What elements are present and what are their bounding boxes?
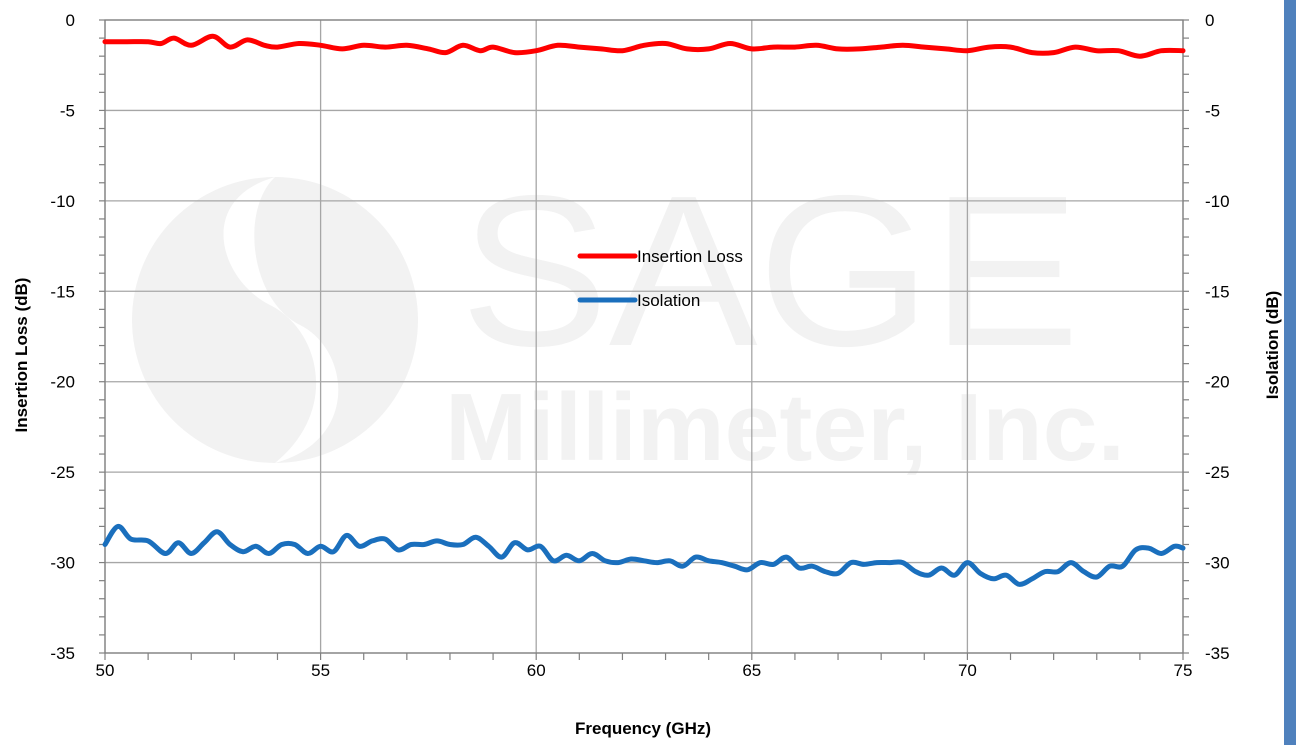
plot-border xyxy=(104,19,1184,654)
x-tick-label: 65 xyxy=(742,661,761,680)
y-tick-label-right: -15 xyxy=(1205,282,1230,301)
y-tick-label-right: 0 xyxy=(1205,11,1214,30)
y-tick-label-left: -20 xyxy=(50,373,75,392)
tick-labels: 50 55 60 65 70 75 0 0 -5 -5 -10 -10 -15 -15 -20 -20 -25 -… xyxy=(50,11,1229,680)
y-tick-label-right: -25 xyxy=(1205,463,1230,482)
watermark-subtitle: Millimeter, Inc. xyxy=(445,374,1125,481)
gridlines xyxy=(104,19,1184,654)
x-tick-label: 60 xyxy=(527,661,546,680)
axes xyxy=(104,19,1184,654)
y-tick-label-left: -25 xyxy=(50,463,75,482)
y-axis-title-left: Insertion Loss (dB) xyxy=(12,278,31,433)
y-tick-label-left: 0 xyxy=(66,11,75,30)
y-tick-label-left: -30 xyxy=(50,554,75,573)
y-tick-label-left: -15 xyxy=(50,282,75,301)
watermark-title: SAGE xyxy=(460,150,1080,391)
x-tick-label: 55 xyxy=(311,661,330,680)
legend-label-insertion-loss: Insertion Loss xyxy=(637,247,743,266)
series-line-isolation xyxy=(102,523,1186,587)
y-tick-label-right: -10 xyxy=(1205,192,1230,211)
y-tick-label-right: -30 xyxy=(1205,554,1230,573)
y-tick-label-left: -5 xyxy=(60,101,75,120)
tick-marks xyxy=(99,19,1189,660)
watermark: SAGE Millimeter, Inc. xyxy=(132,150,1125,481)
y-tick-label-left: -35 xyxy=(50,644,75,663)
x-tick-label: 75 xyxy=(1174,661,1193,680)
x-tick-label: 50 xyxy=(96,661,115,680)
series-line-insertion-loss xyxy=(102,33,1186,59)
x-axis-title: Frequency (GHz) xyxy=(575,719,711,738)
y-tick-label-right: -5 xyxy=(1205,101,1220,120)
y-tick-label-left: -10 xyxy=(50,192,75,211)
series-layer xyxy=(102,33,1186,587)
watermark-logo-icon xyxy=(132,177,418,463)
sidebar-accent-strip xyxy=(1284,0,1296,745)
y-axis-title-right: Isolation (dB) xyxy=(1263,291,1282,400)
y-tick-label-right: -20 xyxy=(1205,373,1230,392)
legend: Insertion Loss Isolation xyxy=(577,247,743,310)
x-tick-label: 70 xyxy=(958,661,977,680)
legend-label-isolation: Isolation xyxy=(637,291,700,310)
y-tick-label-right: -35 xyxy=(1205,644,1230,663)
